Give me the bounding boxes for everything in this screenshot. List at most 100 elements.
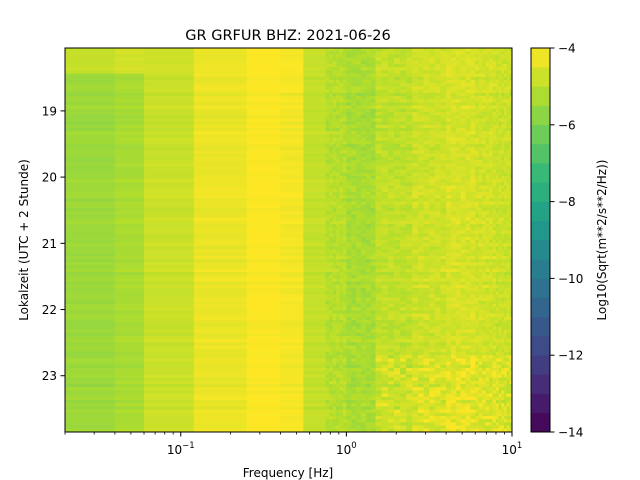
heatmap-cell (498, 118, 502, 122)
heatmap-cell (346, 83, 352, 87)
heatmap-cell (492, 371, 497, 375)
heatmap-cell (455, 262, 462, 266)
heatmap-cell (450, 102, 457, 106)
heatmap-cell (478, 262, 483, 266)
heatmap-cell (332, 76, 337, 81)
heatmap-cell (406, 64, 413, 68)
heatmap-cell (485, 259, 490, 263)
heatmap-cell (406, 156, 413, 161)
heatmap-cell (193, 278, 248, 282)
heatmap-cell (423, 198, 430, 202)
heatmap-cell (446, 198, 452, 202)
heatmap-cell (342, 83, 347, 87)
heatmap-cell (455, 147, 462, 151)
heatmap-cell (342, 195, 347, 199)
heatmap-cell (450, 249, 457, 254)
heatmap-cell (423, 156, 430, 161)
heatmap-cell (303, 224, 327, 228)
heatmap-cell (325, 204, 330, 209)
heatmap-cell (375, 220, 383, 225)
heatmap-cell (475, 204, 480, 209)
heatmap-cell (303, 54, 327, 58)
heatmap-cell (446, 115, 452, 119)
heatmap-cell (495, 118, 500, 122)
heatmap-cell (503, 336, 508, 340)
heatmap-cell (429, 323, 436, 327)
heatmap-cell (485, 198, 490, 202)
heatmap-cell (193, 304, 248, 308)
heatmap-cell (144, 48, 195, 52)
heatmap-cell (336, 140, 340, 145)
heatmap-cell (356, 329, 362, 334)
heatmap-cell (429, 118, 436, 122)
heatmap-cell (303, 89, 327, 94)
heatmap-cell (387, 153, 395, 158)
heatmap-cell (460, 185, 466, 190)
heatmap-cell (356, 300, 362, 305)
heatmap-cell (509, 195, 513, 199)
heatmap-cell (412, 179, 419, 183)
heatmap-cell (482, 281, 487, 286)
heatmap-cell (381, 339, 389, 343)
heatmap-cell (446, 156, 452, 161)
heatmap-cell (114, 198, 145, 202)
heatmap-cell (375, 51, 383, 55)
heatmap-cell (446, 192, 452, 196)
heatmap-cell (114, 246, 145, 250)
heatmap-cell (489, 342, 493, 346)
heatmap-cell (339, 284, 344, 289)
heatmap-cell (412, 64, 419, 68)
heatmap-cell (455, 54, 462, 58)
heatmap-cell (455, 182, 462, 186)
heatmap-cell (489, 112, 493, 116)
heatmap-cell (114, 278, 145, 282)
heatmap-cell (365, 358, 372, 362)
heatmap-cell (501, 131, 505, 135)
heatmap-cell (193, 348, 248, 353)
heatmap-cell (470, 64, 476, 68)
heatmap-cell (246, 76, 281, 81)
heatmap-cell (434, 355, 441, 359)
heatmap-cell (393, 332, 401, 337)
heatmap-cell (356, 227, 362, 231)
heatmap-cell (346, 115, 352, 119)
heatmap-cell (387, 304, 395, 308)
heatmap-cell (65, 115, 116, 119)
heatmap-cell (423, 160, 430, 164)
heatmap-cell (460, 224, 466, 228)
heatmap-cell (114, 313, 145, 318)
heatmap-cell (370, 240, 376, 244)
heatmap-cell (412, 137, 419, 142)
heatmap-cell (417, 220, 424, 225)
heatmap-cell (375, 316, 383, 321)
heatmap-cell (412, 297, 419, 302)
heatmap-cell (475, 144, 480, 148)
heatmap-cell (492, 358, 497, 362)
heatmap-cell (440, 67, 447, 71)
heatmap-cell (455, 249, 462, 254)
heatmap-cell (370, 268, 376, 273)
heatmap-cell (193, 124, 248, 129)
heatmap-cell (417, 268, 424, 273)
heatmap-cell (303, 304, 327, 308)
heatmap-cell (360, 291, 367, 295)
heatmap-cell (434, 342, 441, 346)
heatmap-cell (360, 160, 367, 164)
heatmap-cell (332, 169, 337, 174)
heatmap-cell (370, 368, 376, 372)
heatmap-cell (351, 102, 357, 106)
heatmap-cell (280, 371, 304, 375)
heatmap-cell (485, 262, 490, 266)
heatmap-cell (336, 307, 340, 311)
heatmap-cell (412, 83, 419, 87)
heatmap-cell (417, 233, 424, 238)
heatmap-cell (460, 124, 466, 129)
heatmap-cell (485, 342, 490, 346)
heatmap-cell (360, 259, 367, 263)
heatmap-cell (365, 118, 372, 122)
heatmap-cell (303, 217, 327, 222)
heatmap-cell (417, 160, 424, 164)
heatmap-cell (460, 320, 466, 324)
heatmap-cell (356, 364, 362, 369)
heatmap-cell (417, 348, 424, 353)
